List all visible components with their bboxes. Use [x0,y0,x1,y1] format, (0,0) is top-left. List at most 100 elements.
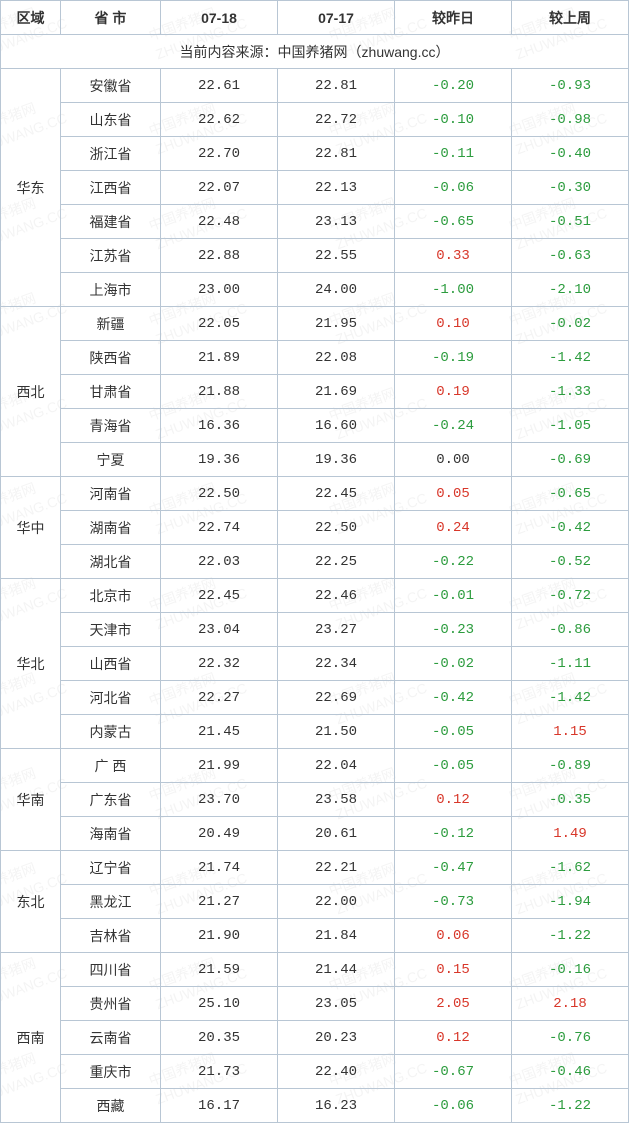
province-cell: 海南省 [61,817,161,851]
value-date2: 22.69 [278,681,395,715]
delta-lastweek: 1.49 [512,817,629,851]
region-cell: 西南 [1,953,61,1123]
delta-yesterday: -0.24 [395,409,512,443]
table-row: 黑龙江21.2722.00-0.73-1.94 [1,885,629,919]
value-date1: 22.32 [161,647,278,681]
region-cell: 东北 [1,851,61,953]
delta-yesterday: -0.05 [395,715,512,749]
province-cell: 重庆市 [61,1055,161,1089]
delta-yesterday: -0.73 [395,885,512,919]
table-row: 湖南省22.7422.500.24-0.42 [1,511,629,545]
region-cell: 华中 [1,477,61,579]
header-date2: 07-17 [278,1,395,35]
delta-yesterday: 0.06 [395,919,512,953]
delta-yesterday: 0.12 [395,783,512,817]
delta-lastweek: 2.18 [512,987,629,1021]
delta-yesterday: -0.22 [395,545,512,579]
delta-lastweek: -0.63 [512,239,629,273]
delta-yesterday: -0.01 [395,579,512,613]
table-row: 上海市23.0024.00-1.00-2.10 [1,273,629,307]
value-date1: 23.00 [161,273,278,307]
province-cell: 安徽省 [61,69,161,103]
region-cell: 西北 [1,307,61,477]
delta-yesterday: 0.00 [395,443,512,477]
price-table-container: 中国养猪网ZHUWANG.CC中国养猪网ZHUWANG.CC中国养猪网ZHUWA… [0,0,629,1123]
value-date2: 22.40 [278,1055,395,1089]
value-date2: 22.08 [278,341,395,375]
value-date2: 16.60 [278,409,395,443]
province-cell: 青海省 [61,409,161,443]
table-row: 宁夏19.3619.360.00-0.69 [1,443,629,477]
value-date2: 23.58 [278,783,395,817]
table-body: 当前内容来源：中国养猪网（zhuwang.cc） 华东安徽省22.6122.81… [1,35,629,1123]
value-date2: 22.72 [278,103,395,137]
province-cell: 北京市 [61,579,161,613]
delta-lastweek: -0.98 [512,103,629,137]
delta-yesterday: 0.12 [395,1021,512,1055]
province-cell: 云南省 [61,1021,161,1055]
value-date1: 22.62 [161,103,278,137]
delta-lastweek: -1.62 [512,851,629,885]
table-row: 江西省22.0722.13-0.06-0.30 [1,171,629,205]
value-date2: 21.95 [278,307,395,341]
table-row: 东北辽宁省21.7422.21-0.47-1.62 [1,851,629,885]
value-date1: 25.10 [161,987,278,1021]
value-date1: 22.07 [161,171,278,205]
header-row: 区域 省 市 07-18 07-17 较昨日 较上周 [1,1,629,35]
province-cell: 四川省 [61,953,161,987]
delta-yesterday: 2.05 [395,987,512,1021]
source-text: 当前内容来源：中国养猪网（zhuwang.cc） [1,35,629,69]
province-cell: 山东省 [61,103,161,137]
delta-lastweek: -0.65 [512,477,629,511]
value-date2: 22.25 [278,545,395,579]
table-row: 华中河南省22.5022.450.05-0.65 [1,477,629,511]
value-date2: 21.69 [278,375,395,409]
province-cell: 江西省 [61,171,161,205]
delta-yesterday: -0.19 [395,341,512,375]
header-vs-yesterday: 较昨日 [395,1,512,35]
value-date1: 16.17 [161,1089,278,1123]
value-date1: 20.49 [161,817,278,851]
region-cell: 华南 [1,749,61,851]
value-date2: 22.45 [278,477,395,511]
delta-yesterday: -0.12 [395,817,512,851]
value-date1: 19.36 [161,443,278,477]
value-date1: 21.90 [161,919,278,953]
province-cell: 天津市 [61,613,161,647]
value-date1: 21.27 [161,885,278,919]
delta-lastweek: -1.42 [512,341,629,375]
province-cell: 湖南省 [61,511,161,545]
table-row: 青海省16.3616.60-0.24-1.05 [1,409,629,443]
province-cell: 陕西省 [61,341,161,375]
table-row: 江苏省22.8822.550.33-0.63 [1,239,629,273]
value-date1: 22.74 [161,511,278,545]
delta-yesterday: 0.24 [395,511,512,545]
delta-yesterday: 0.19 [395,375,512,409]
delta-lastweek: -0.89 [512,749,629,783]
header-province: 省 市 [61,1,161,35]
delta-lastweek: -1.11 [512,647,629,681]
header-region: 区域 [1,1,61,35]
header-date1: 07-18 [161,1,278,35]
value-date1: 21.59 [161,953,278,987]
delta-lastweek: -0.93 [512,69,629,103]
delta-lastweek: -0.42 [512,511,629,545]
province-cell: 甘肃省 [61,375,161,409]
province-cell: 吉林省 [61,919,161,953]
delta-yesterday: -0.02 [395,647,512,681]
value-date1: 21.73 [161,1055,278,1089]
delta-yesterday: 0.05 [395,477,512,511]
value-date2: 21.44 [278,953,395,987]
value-date1: 21.88 [161,375,278,409]
delta-lastweek: -1.33 [512,375,629,409]
table-row: 华东安徽省22.6122.81-0.20-0.93 [1,69,629,103]
delta-lastweek: -0.86 [512,613,629,647]
delta-lastweek: -1.05 [512,409,629,443]
value-date2: 23.05 [278,987,395,1021]
region-cell: 华北 [1,579,61,749]
delta-lastweek: -0.35 [512,783,629,817]
table-row: 甘肃省21.8821.690.19-1.33 [1,375,629,409]
delta-lastweek: -0.16 [512,953,629,987]
delta-yesterday: -0.42 [395,681,512,715]
province-cell: 新疆 [61,307,161,341]
